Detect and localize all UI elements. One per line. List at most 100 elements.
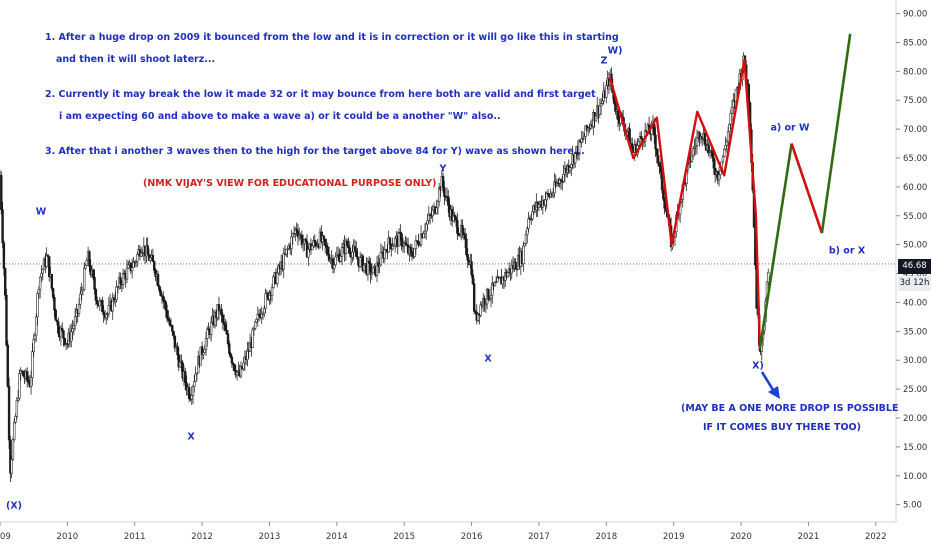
- y-tick-label: 15.00: [903, 443, 927, 453]
- candle-body: [235, 371, 239, 376]
- candle-body: [0, 175, 3, 211]
- note-line-2-cont: i am expecting 60 and above to make a wa…: [59, 111, 501, 122]
- candle-body: [5, 294, 8, 346]
- wave-label-a-or-w: a) or W: [770, 122, 810, 134]
- candle-body: [125, 267, 129, 280]
- candle-body: [496, 277, 499, 283]
- candle-body: [31, 351, 34, 378]
- candle-body: [601, 100, 604, 104]
- wave-label-w: W: [35, 206, 47, 218]
- y-tick-label: 55.00: [903, 212, 927, 222]
- candle-body: [514, 261, 517, 270]
- candle-body: [94, 289, 98, 301]
- candle-body: [583, 136, 586, 140]
- drop-note-2: IF IT COMES BUY THERE TOO): [703, 422, 861, 433]
- y-tick-label: 10.00: [903, 472, 927, 482]
- candle-body: [233, 364, 236, 371]
- bar-countdown-badge: 3d 12h: [898, 276, 931, 291]
- candle-body: [230, 356, 234, 364]
- candle-body: [206, 328, 209, 339]
- candle-body: [605, 85, 608, 99]
- candle-body: [562, 174, 565, 182]
- candle-body: [361, 255, 364, 271]
- candle-body: [224, 324, 227, 331]
- candle-body: [101, 299, 104, 313]
- candle-body: [11, 439, 15, 460]
- candle-body: [172, 331, 175, 337]
- candle-body: [466, 254, 469, 261]
- candle-body: [35, 316, 38, 336]
- candle-body: [77, 303, 81, 314]
- x-tick-label: 2021: [798, 532, 820, 542]
- candle-body: [84, 265, 87, 269]
- candle-body: [46, 254, 50, 257]
- y-tick-label: 35.00: [903, 327, 927, 337]
- candle-body: [159, 289, 162, 296]
- candle-body: [209, 321, 213, 335]
- y-tick-label: 90.00: [903, 10, 927, 20]
- candle-body: [441, 176, 445, 188]
- candle-body: [53, 296, 56, 311]
- candle-body: [37, 288, 41, 294]
- candle-body: [254, 321, 257, 329]
- candle-body: [358, 257, 362, 267]
- candle-body: [70, 331, 73, 342]
- candle-body: [194, 373, 197, 382]
- candle-body: [119, 277, 122, 285]
- candle-body: [10, 459, 13, 474]
- candle-body: [130, 267, 134, 272]
- candle-body: [527, 218, 530, 229]
- x-tick-label: 2011: [124, 532, 146, 542]
- candle-body: [767, 272, 770, 283]
- candle-body: [726, 131, 730, 142]
- candle-body: [531, 211, 534, 220]
- candle-body: [422, 233, 425, 238]
- candle-body: [461, 225, 464, 234]
- candle-body: [631, 143, 634, 150]
- candle-body: [282, 253, 285, 270]
- candle-body: [313, 240, 317, 243]
- x-tick-label: 2009: [0, 532, 11, 542]
- wave-label-z: Z: [600, 55, 608, 67]
- candle-body: [57, 321, 60, 334]
- candle-body: [276, 272, 279, 284]
- candle-body: [423, 230, 427, 234]
- y-tick-label: 60.00: [903, 183, 927, 193]
- candle-body: [570, 164, 573, 168]
- candle-body: [158, 285, 161, 291]
- candle-body: [663, 198, 666, 209]
- candle-body: [80, 290, 83, 295]
- candle-body: [14, 416, 17, 423]
- candle-body: [471, 274, 475, 285]
- candle-body: [115, 286, 118, 301]
- note-line-2: 2. Currently it may break the low it mad…: [45, 89, 596, 100]
- candle-body: [339, 255, 342, 262]
- candle-body: [221, 314, 225, 323]
- candle-body: [537, 204, 541, 209]
- wave-label-x-2012: X: [187, 431, 195, 443]
- last-price-badge: 46.68: [898, 259, 931, 274]
- candle-body: [414, 240, 418, 250]
- wave-label-x-paren: (X): [5, 500, 23, 512]
- x-tick-label: 2018: [595, 532, 617, 542]
- candle-body: [524, 234, 528, 244]
- candle-body: [368, 260, 371, 264]
- candle-body: [111, 297, 114, 312]
- candle-body: [695, 137, 699, 146]
- wave-label-x-2016: X: [484, 353, 492, 365]
- candle-body: [522, 245, 525, 264]
- candle-body: [15, 400, 19, 417]
- candle-body: [655, 148, 659, 156]
- candle-body: [88, 251, 91, 267]
- candle-body: [551, 192, 555, 196]
- candle-body: [729, 112, 732, 125]
- candle-body: [397, 232, 401, 247]
- candle-body: [228, 343, 231, 354]
- y-tick-label: 20.00: [903, 414, 927, 424]
- candle-body: [454, 216, 458, 221]
- wave-label-x-close: X): [752, 360, 764, 372]
- candle-body: [640, 136, 643, 140]
- candle-body: [3, 268, 7, 296]
- candle-body: [325, 244, 328, 248]
